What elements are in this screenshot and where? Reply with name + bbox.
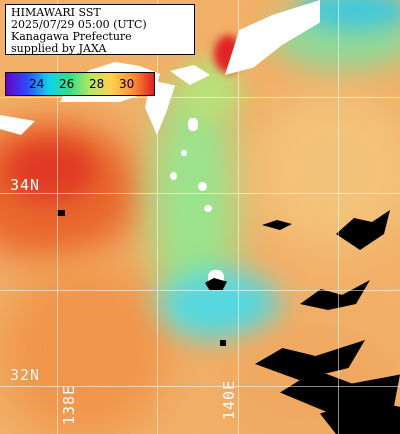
latitude-label-32n: 32N <box>10 366 41 384</box>
oshima-island <box>188 118 198 131</box>
gridline-34n <box>0 193 400 194</box>
region-name: Kanagawa Prefecture <box>11 30 132 43</box>
miyakejima-island <box>204 205 212 212</box>
product-title: HIMAWARI SST <box>11 6 101 19</box>
legend-tick: 26 <box>59 77 75 91</box>
gridline-32n <box>0 386 400 387</box>
longitude-label-138e: 138E <box>60 384 78 425</box>
gridline-138e <box>57 0 58 434</box>
gridline-139e <box>157 0 158 434</box>
cloud-patch <box>300 280 370 310</box>
toshima-island <box>181 150 187 156</box>
gridline-35n <box>0 97 400 98</box>
legend-tick: 24 <box>29 77 45 91</box>
niijima-island <box>170 172 177 180</box>
latitude-label-34n: 34N <box>10 176 41 194</box>
legend-color-bar <box>6 73 154 95</box>
gridline-141e <box>338 0 339 434</box>
gridline-33n <box>0 290 400 291</box>
info-panel: HIMAWARI SST 2025/07/29 05:00 (UTC) Kana… <box>5 4 195 55</box>
cloud-patch <box>220 340 226 346</box>
cloud-patch <box>262 220 292 230</box>
timestamp: 2025/07/29 05:00 (UTC) <box>11 18 147 31</box>
cloud-patch <box>57 210 65 216</box>
kozushima-island <box>198 182 207 191</box>
orange-band <box>0 260 170 434</box>
cloud-patch <box>205 278 227 290</box>
hot-core-west <box>5 140 95 200</box>
gridline-140e <box>238 0 239 434</box>
legend-tick: 28 <box>89 77 105 91</box>
legend-tick: 30 <box>119 77 135 91</box>
credit-text: supplied by JAXA <box>11 42 107 55</box>
temperature-legend: 24 26 28 30 <box>5 72 155 96</box>
longitude-label-140e: 140E <box>220 379 238 420</box>
